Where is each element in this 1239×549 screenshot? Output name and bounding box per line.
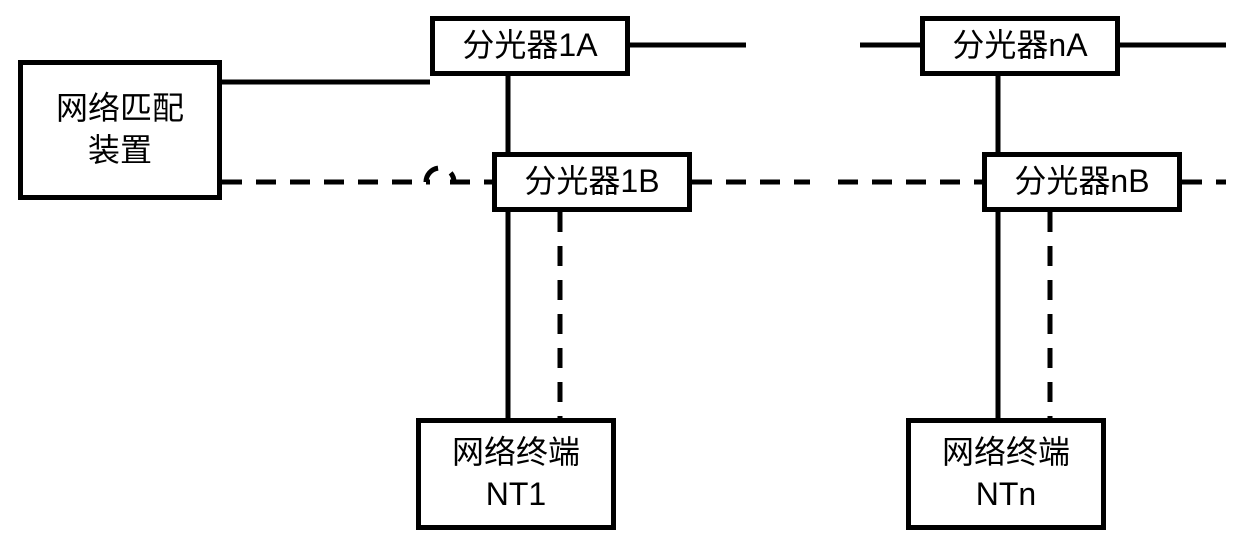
- node-splitter_na-label: 分光器nA: [952, 25, 1087, 67]
- node-ntn: 网络终端 NTn: [906, 418, 1106, 530]
- node-nt1: 网络终端 NT1: [416, 418, 616, 530]
- node-splitter_nb: 分光器nB: [982, 152, 1182, 212]
- node-matcher-label: 网络匹配 装置: [56, 88, 184, 171]
- node-nt1-label: 网络终端 NT1: [452, 432, 580, 515]
- node-splitter_1b: 分光器1B: [492, 152, 692, 212]
- node-splitter_1b-label: 分光器1B: [524, 161, 659, 203]
- node-matcher: 网络匹配 装置: [18, 60, 222, 200]
- node-splitter_na: 分光器nA: [920, 16, 1120, 76]
- line-hop: [426, 168, 454, 182]
- node-ntn-label: 网络终端 NTn: [942, 432, 1070, 515]
- node-splitter_1a: 分光器1A: [430, 16, 630, 76]
- node-splitter_nb-label: 分光器nB: [1014, 161, 1149, 203]
- node-splitter_1a-label: 分光器1A: [462, 25, 597, 67]
